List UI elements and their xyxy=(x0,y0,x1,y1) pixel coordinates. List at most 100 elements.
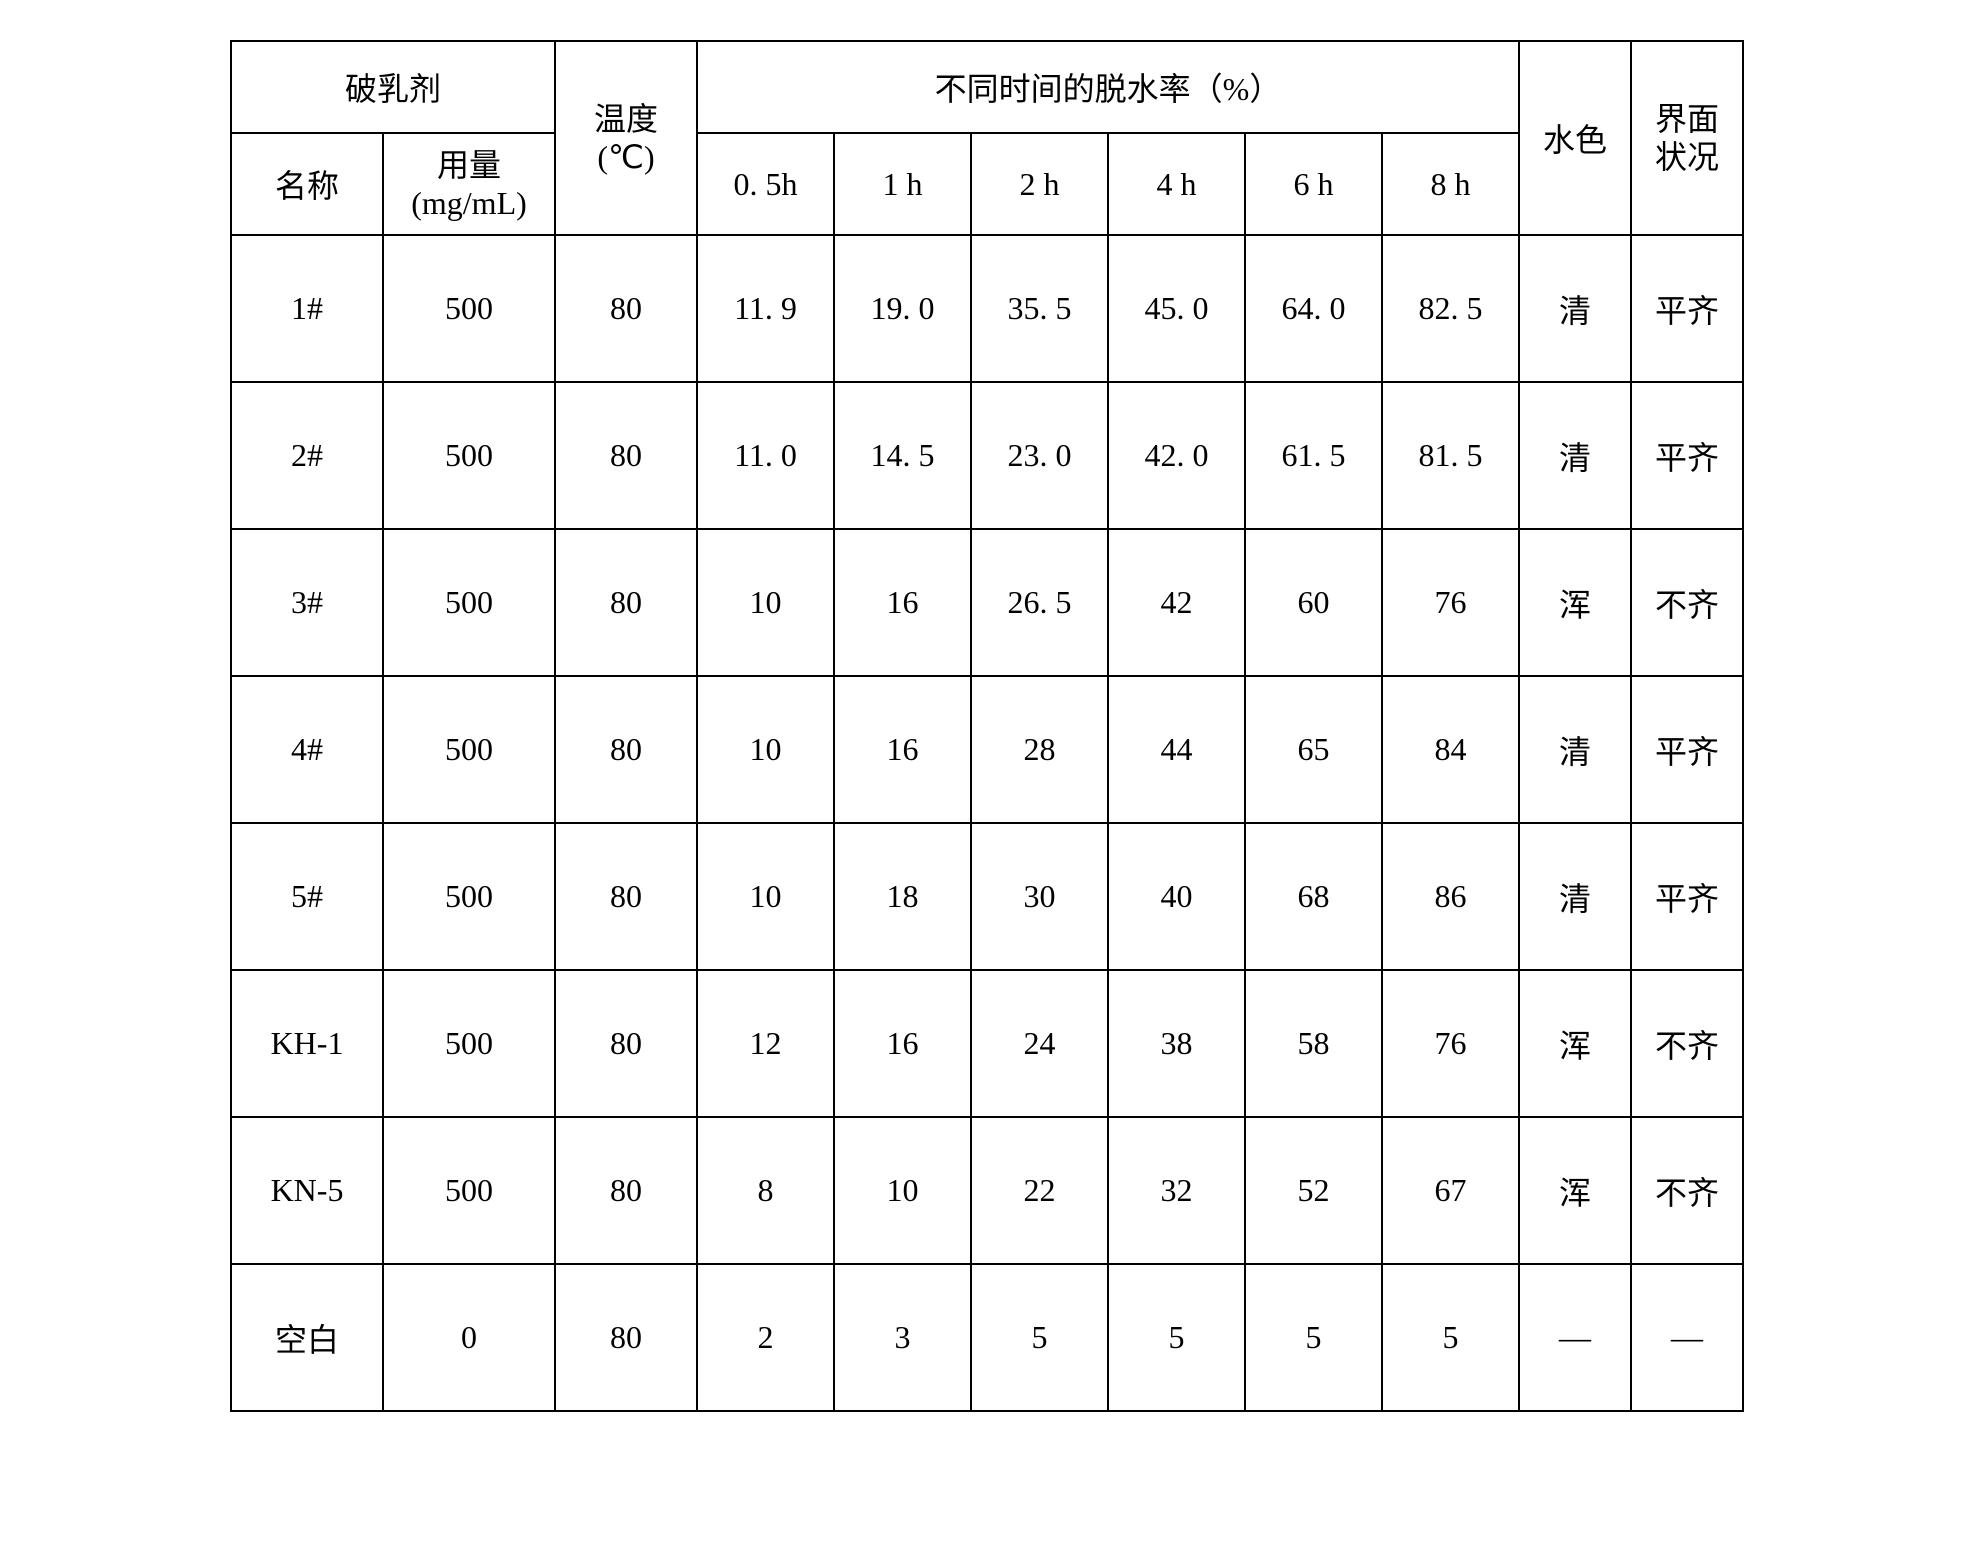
cell-water: 清 xyxy=(1519,382,1631,529)
cell-t1: 10 xyxy=(834,1117,971,1264)
cell-t4: 5 xyxy=(1108,1264,1245,1411)
cell-interface: 不齐 xyxy=(1631,1117,1743,1264)
cell-name: 1# xyxy=(231,235,383,382)
cell-t1: 3 xyxy=(834,1264,971,1411)
cell-t05: 8 xyxy=(697,1117,834,1264)
cell-t1: 19. 0 xyxy=(834,235,971,382)
cell-t8: 86 xyxy=(1382,823,1519,970)
cell-t2: 28 xyxy=(971,676,1108,823)
cell-t4: 42 xyxy=(1108,529,1245,676)
cell-t05: 10 xyxy=(697,823,834,970)
table-row: 4# 500 80 10 16 28 44 65 84 清 平齐 xyxy=(231,676,1743,823)
cell-name: KN-5 xyxy=(231,1117,383,1264)
cell-interface: 平齐 xyxy=(1631,823,1743,970)
cell-name: KH-1 xyxy=(231,970,383,1117)
cell-t2: 26. 5 xyxy=(971,529,1108,676)
header-time-1: 1 h xyxy=(834,133,971,235)
cell-water: 清 xyxy=(1519,823,1631,970)
header-time-3: 4 h xyxy=(1108,133,1245,235)
table-row: 空白 0 80 2 3 5 5 5 5 — — xyxy=(231,1264,1743,1411)
cell-t6: 68 xyxy=(1245,823,1382,970)
cell-t4: 44 xyxy=(1108,676,1245,823)
header-interface-label: 界面状况 xyxy=(1655,101,1719,175)
cell-water: 清 xyxy=(1519,235,1631,382)
cell-t6: 64. 0 xyxy=(1245,235,1382,382)
cell-t6: 61. 5 xyxy=(1245,382,1382,529)
cell-temp: 80 xyxy=(555,823,697,970)
table-row: KH-1 500 80 12 16 24 38 58 76 浑 不齐 xyxy=(231,970,1743,1117)
cell-t4: 45. 0 xyxy=(1108,235,1245,382)
cell-dosage: 500 xyxy=(383,823,555,970)
cell-name: 3# xyxy=(231,529,383,676)
table-header-row-1: 破乳剂 温度(℃) 不同时间的脱水率（%） 水色 界面状况 xyxy=(231,41,1743,133)
cell-t05: 10 xyxy=(697,676,834,823)
table-row: 5# 500 80 10 18 30 40 68 86 清 平齐 xyxy=(231,823,1743,970)
cell-dosage: 500 xyxy=(383,676,555,823)
cell-water: 浑 xyxy=(1519,529,1631,676)
cell-t8: 67 xyxy=(1382,1117,1519,1264)
cell-t1: 16 xyxy=(834,676,971,823)
cell-temp: 80 xyxy=(555,1117,697,1264)
header-dosage: 用量(mg/mL) xyxy=(383,133,555,235)
header-name: 名称 xyxy=(231,133,383,235)
cell-t1: 16 xyxy=(834,970,971,1117)
cell-temp: 80 xyxy=(555,970,697,1117)
cell-t6: 52 xyxy=(1245,1117,1382,1264)
header-dehydration-title: 不同时间的脱水率（%） xyxy=(697,41,1519,133)
cell-dosage: 500 xyxy=(383,970,555,1117)
cell-t2: 23. 0 xyxy=(971,382,1108,529)
cell-t8: 81. 5 xyxy=(1382,382,1519,529)
cell-water: 清 xyxy=(1519,676,1631,823)
cell-name: 4# xyxy=(231,676,383,823)
cell-t2: 35. 5 xyxy=(971,235,1108,382)
cell-t05: 2 xyxy=(697,1264,834,1411)
cell-temp: 80 xyxy=(555,235,697,382)
cell-dosage: 500 xyxy=(383,382,555,529)
cell-interface: — xyxy=(1631,1264,1743,1411)
header-time-2: 2 h xyxy=(971,133,1108,235)
cell-temp: 80 xyxy=(555,382,697,529)
cell-t8: 76 xyxy=(1382,529,1519,676)
cell-t8: 76 xyxy=(1382,970,1519,1117)
cell-t1: 14. 5 xyxy=(834,382,971,529)
cell-t4: 42. 0 xyxy=(1108,382,1245,529)
cell-name: 2# xyxy=(231,382,383,529)
cell-t8: 5 xyxy=(1382,1264,1519,1411)
dehydration-table: 破乳剂 温度(℃) 不同时间的脱水率（%） 水色 界面状况 名称 用量(mg/m… xyxy=(230,40,1744,1412)
header-interface: 界面状况 xyxy=(1631,41,1743,235)
cell-water: 浑 xyxy=(1519,1117,1631,1264)
cell-interface: 不齐 xyxy=(1631,970,1743,1117)
cell-t6: 5 xyxy=(1245,1264,1382,1411)
table-row: 2# 500 80 11. 0 14. 5 23. 0 42. 0 61. 5 … xyxy=(231,382,1743,529)
cell-t2: 22 xyxy=(971,1117,1108,1264)
header-temperature: 温度(℃) xyxy=(555,41,697,235)
cell-t4: 40 xyxy=(1108,823,1245,970)
cell-t6: 65 xyxy=(1245,676,1382,823)
cell-name: 空白 xyxy=(231,1264,383,1411)
header-time-0: 0. 5h xyxy=(697,133,834,235)
cell-name: 5# xyxy=(231,823,383,970)
cell-t2: 5 xyxy=(971,1264,1108,1411)
cell-interface: 平齐 xyxy=(1631,382,1743,529)
cell-interface: 不齐 xyxy=(1631,529,1743,676)
cell-t1: 16 xyxy=(834,529,971,676)
header-time-5: 8 h xyxy=(1382,133,1519,235)
cell-t6: 58 xyxy=(1245,970,1382,1117)
cell-t2: 30 xyxy=(971,823,1108,970)
table-row: 1# 500 80 11. 9 19. 0 35. 5 45. 0 64. 0 … xyxy=(231,235,1743,382)
cell-t1: 18 xyxy=(834,823,971,970)
cell-dosage: 500 xyxy=(383,235,555,382)
cell-t05: 11. 9 xyxy=(697,235,834,382)
cell-t6: 60 xyxy=(1245,529,1382,676)
cell-temp: 80 xyxy=(555,676,697,823)
cell-t8: 82. 5 xyxy=(1382,235,1519,382)
cell-t4: 32 xyxy=(1108,1117,1245,1264)
header-dosage-label: 用量(mg/mL) xyxy=(411,147,527,221)
cell-dosage: 500 xyxy=(383,1117,555,1264)
cell-t8: 84 xyxy=(1382,676,1519,823)
table-row: KN-5 500 80 8 10 22 32 52 67 浑 不齐 xyxy=(231,1117,1743,1264)
cell-water: — xyxy=(1519,1264,1631,1411)
header-demulsifier: 破乳剂 xyxy=(231,41,555,133)
table-row: 3# 500 80 10 16 26. 5 42 60 76 浑 不齐 xyxy=(231,529,1743,676)
cell-t2: 24 xyxy=(971,970,1108,1117)
